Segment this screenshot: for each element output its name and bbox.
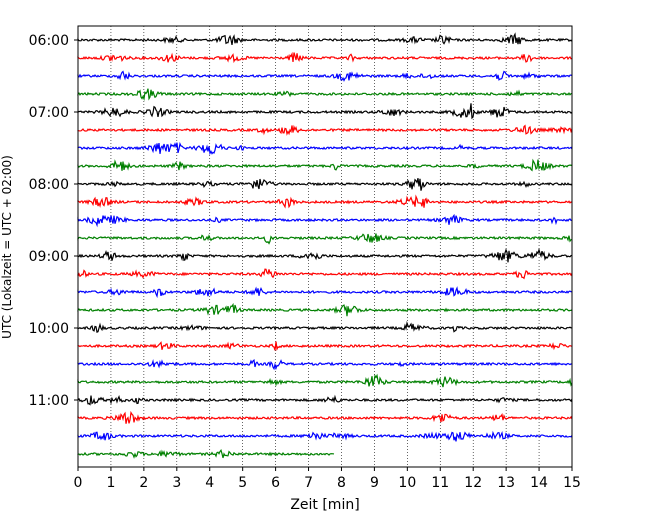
y-axis-label: UTC (Lokalzeit = UTC + 02:00) xyxy=(0,155,14,339)
x-tick-label: 11 xyxy=(431,475,449,491)
y-tick-label: 11:00 xyxy=(29,393,69,409)
y-tick-label: 08:00 xyxy=(29,177,69,193)
trace-line xyxy=(77,247,573,263)
x-tick-label: 4 xyxy=(205,475,214,491)
trace-line xyxy=(77,124,573,136)
trace-line xyxy=(77,410,573,424)
trace-line xyxy=(77,268,573,280)
trace-line xyxy=(77,286,573,299)
trace-line xyxy=(77,449,335,459)
y-tick-label: 06:00 xyxy=(29,33,69,49)
x-axis-label: Zeit [min] xyxy=(290,497,359,513)
x-tick-label: 14 xyxy=(530,475,548,491)
trace-line xyxy=(77,88,573,102)
x-tick-label: 13 xyxy=(497,475,515,491)
trace-line xyxy=(77,320,573,334)
y-tick-label: 07:00 xyxy=(29,105,69,121)
x-tick-label: 12 xyxy=(464,475,482,491)
x-ticks: 0 1 2 3 4 5 6 7 8 9 10 11 12 13 14 15 xyxy=(74,467,581,491)
trace-line xyxy=(77,32,573,46)
trace-line xyxy=(77,70,573,82)
trace-line xyxy=(77,341,573,352)
trace-line xyxy=(77,213,573,228)
trace-line xyxy=(77,302,573,317)
trace-line xyxy=(77,51,573,64)
trace-line xyxy=(77,103,573,120)
x-tick-label: 8 xyxy=(337,475,346,491)
trace-line xyxy=(77,430,573,442)
trace-line xyxy=(77,194,573,209)
trace-line xyxy=(77,178,573,191)
y-tick-label: 10:00 xyxy=(29,321,69,337)
x-tick-label: 9 xyxy=(370,475,379,491)
y-tick-label: 09:00 xyxy=(29,249,69,265)
x-tick-label: 0 xyxy=(74,475,83,491)
x-tick-label: 3 xyxy=(172,475,181,491)
trace-line xyxy=(77,233,573,245)
trace-line xyxy=(77,158,573,172)
x-tick-label: 15 xyxy=(563,475,581,491)
x-tick-label: 7 xyxy=(304,475,313,491)
x-tick-label: 10 xyxy=(398,475,416,491)
trace-line xyxy=(77,141,573,156)
y-ticks: 06:00 07:00 08:00 09:00 10:00 11:00 xyxy=(29,33,78,409)
x-tick-label: 2 xyxy=(139,475,148,491)
x-tick-label: 6 xyxy=(271,475,280,491)
trace-line xyxy=(77,373,573,388)
trace-lines xyxy=(77,32,573,459)
axes-frame xyxy=(77,25,573,468)
x-tick-label: 5 xyxy=(238,475,247,491)
trace-line xyxy=(77,359,573,371)
x-tick-label: 1 xyxy=(106,475,115,491)
trace-line xyxy=(77,394,573,406)
